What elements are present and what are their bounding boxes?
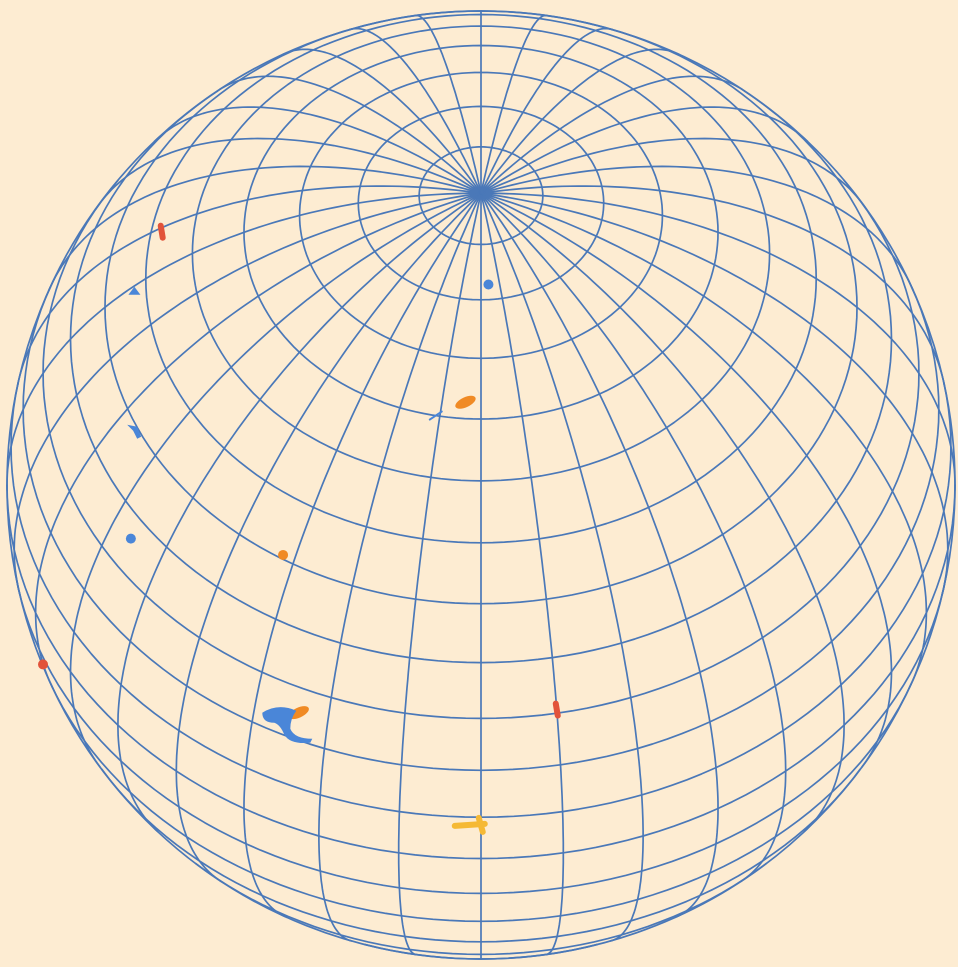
parallel-line — [6, 484, 956, 860]
meridian-line — [480, 106, 809, 195]
marker-red-bottom-left — [38, 659, 49, 670]
meridian-line — [480, 192, 565, 956]
marker-red-top-left — [157, 222, 166, 241]
parallel-line — [357, 105, 605, 301]
marker-blue-left-middle — [125, 533, 136, 544]
globe-outline — [6, 10, 956, 960]
meridian-line — [153, 106, 482, 195]
meridian-line — [243, 192, 482, 919]
meridian-line — [47, 165, 482, 292]
marker-blue-top-left — [128, 286, 141, 295]
parallel-line — [69, 90, 893, 664]
meridian-line — [480, 192, 893, 769]
meridian-line — [480, 192, 787, 884]
marker-red-lower-right — [552, 700, 561, 719]
meridian-line — [480, 192, 956, 491]
parallel-line — [14, 573, 948, 895]
meridian-line — [94, 137, 482, 211]
marker-orange-upper-center — [455, 395, 476, 409]
parallel-line — [104, 10, 858, 605]
meridian-line — [480, 137, 868, 211]
meridian-line — [480, 192, 928, 690]
parallel-line — [100, 768, 862, 943]
meridian-line — [480, 185, 946, 386]
marker-yellow-bottom-center — [451, 814, 488, 835]
meridian-line — [281, 48, 482, 195]
meridian-line — [480, 192, 719, 919]
marker-blue-lower-left — [262, 707, 313, 744]
meridian-line — [480, 165, 915, 292]
marker-blue-left-upper — [127, 424, 142, 439]
parallel-line — [191, 25, 771, 482]
meridian-line — [34, 192, 482, 690]
meridian-line — [480, 48, 681, 195]
parallel-line — [243, 44, 719, 420]
parallel-line — [298, 71, 664, 360]
meridian-line — [397, 192, 482, 956]
parallel-line — [194, 862, 768, 956]
parallel-line — [22, 273, 940, 772]
meridian-line — [175, 192, 482, 884]
marker-orange-lower-left — [288, 706, 309, 720]
meridian-line — [6, 192, 482, 491]
parallel-line — [49, 683, 913, 923]
meridian-line — [69, 192, 482, 769]
meridian-line — [480, 192, 644, 942]
meridian-line — [480, 14, 548, 195]
meridian-line — [414, 14, 482, 195]
marker-blue-near-pole — [483, 279, 494, 290]
marker-blue-tick-upper-center — [428, 410, 443, 421]
globe-markers — [38, 222, 561, 835]
meridian-line — [16, 185, 482, 386]
graticule-lines — [6, 10, 956, 960]
marker-orange-center-left — [278, 549, 289, 560]
parallel-line — [144, 13, 818, 544]
meridian-line — [318, 192, 482, 942]
parallel-line — [42, 179, 920, 720]
parallel-line — [418, 146, 544, 246]
